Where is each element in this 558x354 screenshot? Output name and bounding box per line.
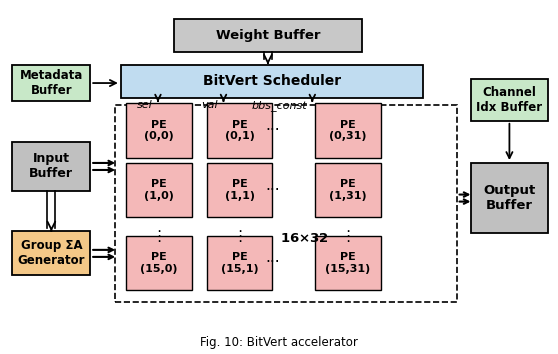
Text: PE
(0,1): PE (0,1) [225,120,254,141]
Text: PE
(15,1): PE (15,1) [221,252,258,274]
FancyBboxPatch shape [126,163,192,217]
Text: ⋮: ⋮ [340,229,355,244]
FancyBboxPatch shape [126,236,192,290]
Text: PE
(1,31): PE (1,31) [329,179,367,201]
FancyBboxPatch shape [12,65,90,102]
Text: ···: ··· [265,183,280,198]
Text: Weight Buffer: Weight Buffer [215,29,320,42]
Text: ⋮: ⋮ [151,229,167,244]
Text: ⋮: ⋮ [232,229,247,244]
Text: Fig. 10: BitVert accelerator: Fig. 10: BitVert accelerator [200,336,358,349]
FancyBboxPatch shape [207,103,272,158]
Text: PE
(15,0): PE (15,0) [140,252,178,274]
FancyBboxPatch shape [12,232,90,275]
Text: PE
(15,31): PE (15,31) [325,252,371,274]
FancyBboxPatch shape [207,236,272,290]
Text: Input
Buffer: Input Buffer [30,153,73,181]
Text: PE
(0,31): PE (0,31) [329,120,367,141]
FancyBboxPatch shape [315,163,381,217]
FancyBboxPatch shape [315,103,381,158]
Text: ···: ··· [265,123,280,138]
FancyBboxPatch shape [315,236,381,290]
Text: PE
(0,0): PE (0,0) [144,120,174,141]
FancyBboxPatch shape [174,19,362,52]
Text: PE
(1,0): PE (1,0) [144,179,174,201]
Text: Group ΣA
Generator: Group ΣA Generator [18,239,85,267]
FancyBboxPatch shape [121,65,424,98]
Text: BitVert Scheduler: BitVert Scheduler [203,74,341,88]
FancyBboxPatch shape [126,103,192,158]
Text: bbs_const: bbs_const [251,100,307,111]
Text: $\mathbf{16{\times}32}$: $\mathbf{16{\times}32}$ [280,232,328,245]
Text: PE
(1,1): PE (1,1) [224,179,254,201]
FancyBboxPatch shape [12,142,90,191]
FancyBboxPatch shape [207,163,272,217]
Text: Output
Buffer: Output Buffer [483,184,536,212]
FancyBboxPatch shape [470,163,549,233]
Text: val: val [201,100,218,110]
Text: Channel
Idx Buffer: Channel Idx Buffer [477,86,542,114]
FancyBboxPatch shape [115,105,456,302]
Text: ···: ··· [265,255,280,270]
Text: Metadata
Buffer: Metadata Buffer [20,69,83,97]
FancyBboxPatch shape [470,79,549,121]
Text: sel: sel [137,100,152,110]
